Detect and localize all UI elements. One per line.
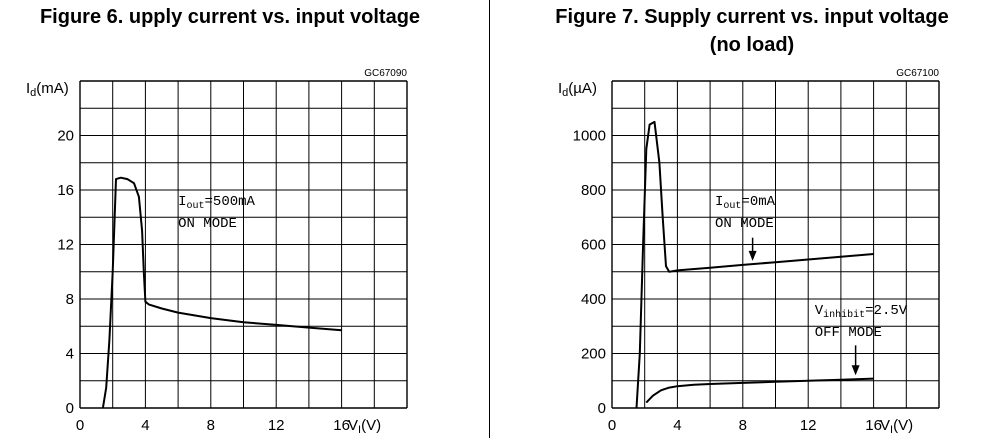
x-axis-label-unit: (V) bbox=[893, 417, 913, 434]
figure-6-title: Figure 6. upply current vs. input voltag… bbox=[39, 6, 421, 28]
annotation-rest: =2.5V bbox=[865, 303, 908, 319]
annotation-arrow-head bbox=[851, 365, 860, 376]
annotation-main: I bbox=[178, 194, 186, 210]
y-tick-label: 0 bbox=[66, 400, 74, 417]
y-tick-label: 4 bbox=[66, 346, 74, 363]
y-tick-label: 800 bbox=[581, 182, 606, 199]
annotation-label: Iout=500mA bbox=[178, 194, 255, 212]
figure-code: GC67100 bbox=[896, 68, 939, 79]
x-tick-label: 8 bbox=[207, 417, 215, 434]
annotation-label: Vinhibit=2.5V bbox=[815, 303, 908, 321]
x-axis-label-unit: (V) bbox=[361, 417, 381, 434]
panel-divider bbox=[489, 0, 490, 438]
x-axis-label: VI(V) bbox=[880, 417, 913, 436]
y-axis-label: Id(mA) bbox=[26, 80, 69, 99]
annotation-label: ON MODE bbox=[178, 216, 237, 232]
x-tick-label: 16 bbox=[333, 417, 350, 434]
y-axis-label-main: I bbox=[26, 80, 30, 97]
y-tick-label: 1000 bbox=[573, 128, 606, 145]
y-axis-label-unit: (mA) bbox=[36, 80, 69, 97]
x-tick-label: 4 bbox=[141, 417, 149, 434]
chart-1: 0 4 8 12 16048121620Id(mA)VI(V)GC67090Iout=5… bbox=[26, 68, 408, 436]
y-tick-label: 200 bbox=[581, 346, 606, 363]
y-axis-label-sub: d bbox=[30, 87, 36, 99]
annotation-arrow-head bbox=[748, 250, 757, 261]
x-tick-label: 0 bbox=[608, 417, 616, 434]
annotation-sub: out bbox=[723, 201, 741, 212]
x-tick-label: 16 bbox=[865, 417, 882, 434]
annotation-label: Iout=0mA bbox=[715, 194, 776, 212]
y-tick-label: 400 bbox=[581, 291, 606, 308]
x-tick-label: 0 bbox=[76, 417, 84, 434]
annotation-rest: =0mA bbox=[741, 194, 775, 210]
x-axis-label-main: V bbox=[348, 417, 358, 434]
series-line-2 bbox=[645, 377, 874, 404]
y-tick-label: 0 bbox=[598, 400, 606, 417]
x-axis-label-sub: I bbox=[358, 424, 361, 436]
y-axis-label: Id(µA) bbox=[558, 80, 597, 99]
annotation-sub: inhibit bbox=[823, 309, 865, 321]
annotation-rest: =500mA bbox=[205, 194, 256, 210]
annotation-main: I bbox=[715, 194, 723, 210]
figure-7-subtitle: (no load) bbox=[709, 34, 795, 56]
y-tick-label: 20 bbox=[57, 128, 74, 145]
y-tick-label: 8 bbox=[66, 291, 74, 308]
x-tick-label: 12 bbox=[800, 417, 817, 434]
y-axis-label-main: I bbox=[558, 80, 562, 97]
y-tick-label: 600 bbox=[581, 237, 606, 254]
x-tick-label: 12 bbox=[268, 417, 285, 434]
x-tick-label: 4 bbox=[673, 417, 681, 434]
annotation-label: OFF MODE bbox=[815, 325, 882, 341]
x-axis-label-sub: I bbox=[890, 424, 893, 436]
x-tick-label: 8 bbox=[739, 417, 747, 434]
y-axis-label-sub: d bbox=[562, 87, 568, 99]
annotation-main: V bbox=[815, 303, 824, 319]
x-axis-label-main: V bbox=[880, 417, 890, 434]
series-line-1 bbox=[101, 176, 342, 409]
y-tick-label: 12 bbox=[57, 237, 74, 254]
series-line-1 bbox=[635, 120, 874, 409]
y-axis-label-unit: (µA) bbox=[568, 80, 597, 97]
figure-7-title: Figure 7. Supply current vs. input volta… bbox=[555, 6, 949, 28]
chart-2: 0 4 8 12 1602004006008001000Id(µA)VI(V)GC671… bbox=[558, 68, 940, 436]
annotation-label: ON MODE bbox=[715, 216, 774, 232]
y-tick-label: 16 bbox=[57, 182, 74, 199]
x-axis-label: VI(V) bbox=[348, 417, 381, 436]
annotation-sub: out bbox=[187, 201, 205, 212]
figure-code: GC67090 bbox=[364, 68, 407, 79]
